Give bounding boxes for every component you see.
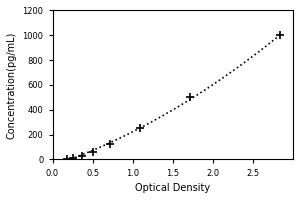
Y-axis label: Concentration(pg/mL): Concentration(pg/mL) [7,31,17,139]
X-axis label: Optical Density: Optical Density [135,183,210,193]
